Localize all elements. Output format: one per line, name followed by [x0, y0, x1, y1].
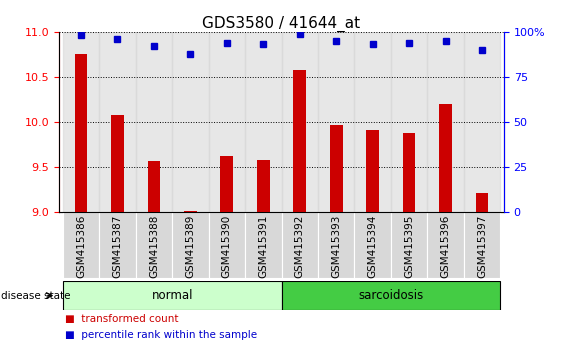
Text: GSM415386: GSM415386 [76, 215, 86, 278]
Bar [330, 125, 342, 212]
Bar [221, 156, 233, 212]
Bar [184, 211, 196, 212]
Bar [62, 281, 282, 310]
Text: GSM415394: GSM415394 [368, 215, 378, 278]
Bar [136, 32, 172, 212]
Bar [318, 212, 355, 278]
Text: ■  transformed count: ■ transformed count [65, 314, 178, 324]
Bar [75, 55, 87, 212]
Text: GSM415390: GSM415390 [222, 215, 232, 278]
Bar [62, 32, 99, 212]
Text: GSM415388: GSM415388 [149, 215, 159, 278]
Text: GSM415389: GSM415389 [185, 215, 195, 278]
Text: normal: normal [151, 289, 193, 302]
Text: GSM415397: GSM415397 [477, 215, 487, 278]
Bar [427, 212, 464, 278]
Bar [208, 32, 245, 212]
Title: GDS3580 / 41644_at: GDS3580 / 41644_at [203, 16, 360, 32]
Bar [293, 70, 306, 212]
Bar [172, 32, 208, 212]
Bar [99, 32, 136, 212]
Bar [282, 212, 318, 278]
Bar [367, 130, 379, 212]
Bar [111, 115, 124, 212]
Bar [172, 212, 208, 278]
Text: GSM415396: GSM415396 [441, 215, 450, 278]
Bar [282, 32, 318, 212]
Bar [99, 212, 136, 278]
Text: ■  percentile rank within the sample: ■ percentile rank within the sample [65, 330, 257, 340]
Bar [391, 32, 427, 212]
Bar [245, 212, 282, 278]
Bar [355, 32, 391, 212]
Text: GSM415387: GSM415387 [113, 215, 122, 278]
Bar [62, 212, 99, 278]
Bar [282, 281, 501, 310]
Text: disease state: disease state [1, 291, 70, 301]
Bar [439, 104, 452, 212]
Text: GSM415395: GSM415395 [404, 215, 414, 278]
Bar [403, 133, 415, 212]
Bar [208, 212, 245, 278]
Text: GSM415391: GSM415391 [258, 215, 269, 278]
Text: GSM415392: GSM415392 [294, 215, 305, 278]
Bar [136, 212, 172, 278]
Text: GSM415393: GSM415393 [331, 215, 341, 278]
Bar [476, 193, 488, 212]
Bar [257, 160, 270, 212]
Bar [464, 32, 501, 212]
Bar [245, 32, 282, 212]
Bar [318, 32, 355, 212]
Bar [391, 212, 427, 278]
Bar [464, 212, 501, 278]
Bar [427, 32, 464, 212]
Bar [355, 212, 391, 278]
Bar [148, 161, 160, 212]
Text: sarcoidosis: sarcoidosis [358, 289, 423, 302]
